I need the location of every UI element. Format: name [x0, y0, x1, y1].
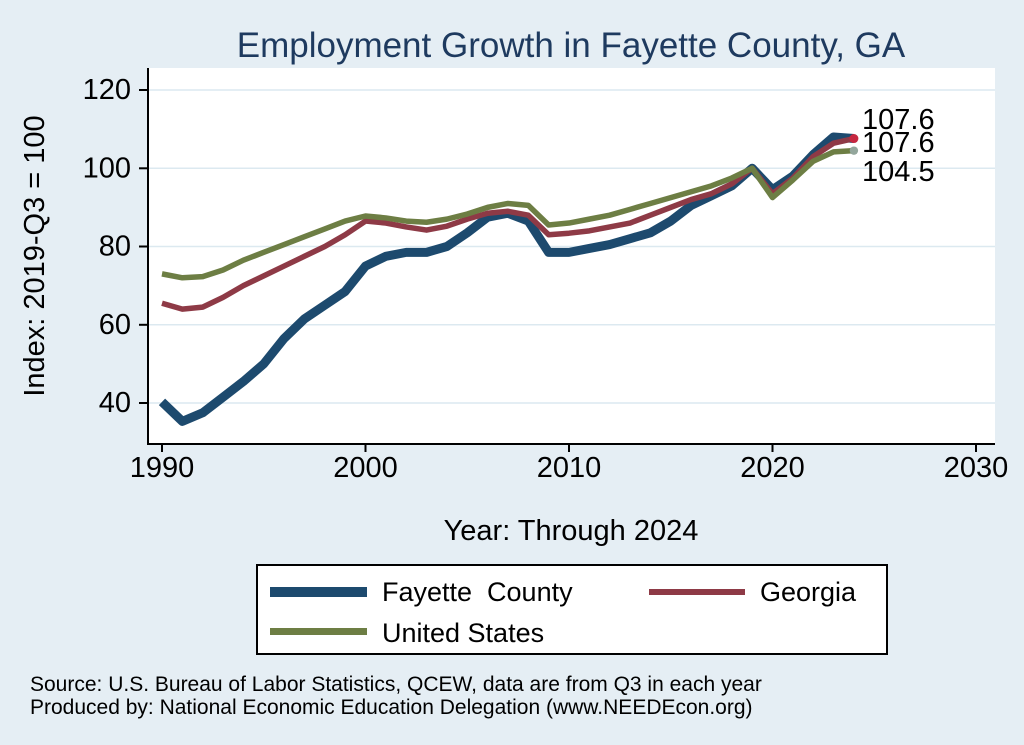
series-line-united-states: [161, 147, 855, 281]
gridlines: [149, 89, 995, 404]
legend-label-georgia: Georgia: [760, 577, 857, 607]
y-axis-title: Index: 2019-Q3 = 100: [19, 115, 51, 396]
y-tick-label-60: 60: [99, 309, 131, 341]
end-label-fayette-county: 107.6: [862, 104, 935, 136]
x-tick-label-2030: 2030: [944, 452, 1009, 484]
x-tick-marks: [161, 444, 977, 452]
legend-swatch-georgia: [649, 589, 745, 595]
x-tick-label-1990: 1990: [130, 452, 195, 484]
x-tick-label-2000: 2000: [333, 452, 398, 484]
y-tick-label-120: 120: [83, 74, 131, 106]
legend-swatch-fayette-county: [270, 587, 367, 597]
x-tick-label-2020: 2020: [740, 452, 805, 484]
end-label-united-states: 104.5: [862, 156, 935, 188]
legend-label-united-states: United States: [382, 618, 545, 648]
legend-label-fayette-county: Fayette County: [382, 577, 573, 607]
legend: Fayette County Georgia United States: [256, 564, 888, 655]
chart-title: Employment Growth in Fayette County, GA: [237, 26, 906, 65]
georgia-end-marker-dot: [849, 134, 859, 144]
legend-swatch-united-states: [270, 628, 367, 635]
y-tick-marks: [139, 89, 147, 404]
x-axis-title: Year: Through 2024: [444, 515, 699, 547]
y-tick-label-100: 100: [83, 152, 131, 184]
produced-by-note: Produced by: National Economic Education…: [30, 696, 753, 719]
footer-notes: Source: U.S. Bureau of Labor Statistics,…: [30, 673, 762, 719]
end-label-georgia: 107.6: [862, 127, 935, 159]
y-tick-label-80: 80: [99, 231, 131, 263]
united-states-end-marker-dot: [849, 146, 859, 155]
series-line-georgia: [161, 135, 855, 312]
source-note: Source: U.S. Bureau of Labor Statistics,…: [30, 673, 762, 696]
series-lines: [158, 132, 859, 426]
y-tick-label-40: 40: [99, 387, 131, 419]
x-tick-label-2010: 2010: [537, 452, 602, 484]
